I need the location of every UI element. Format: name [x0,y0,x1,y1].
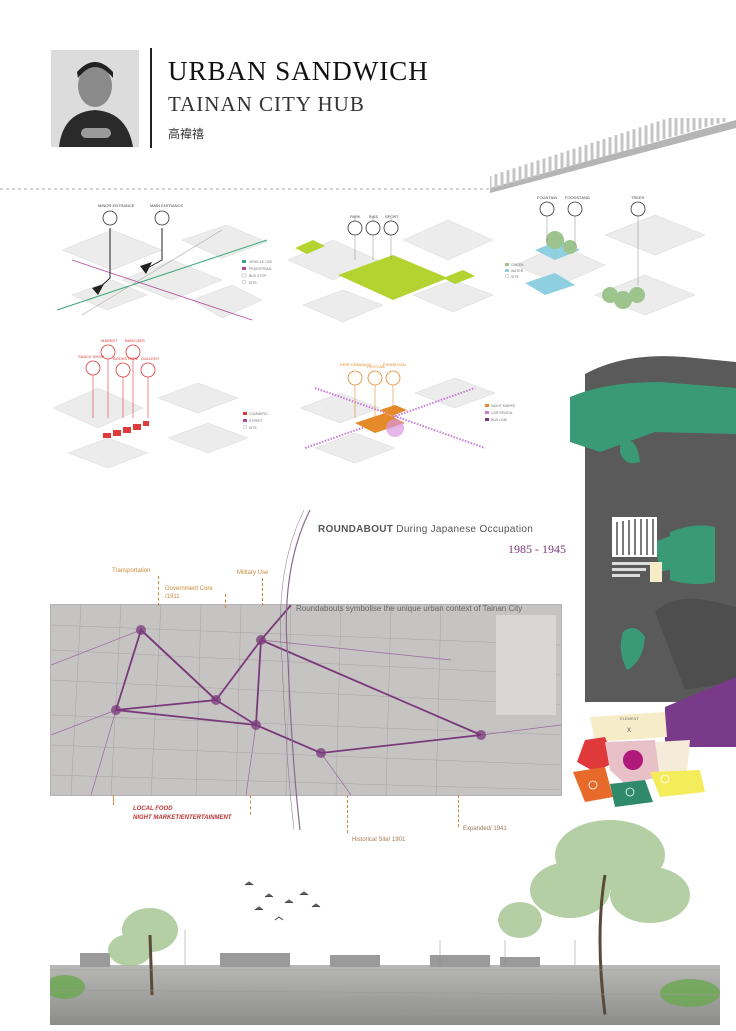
page-subtitle: TAINAN CITY HUB [168,92,365,116]
svg-text:BUS LINE: BUS LINE [491,418,508,422]
svg-text:BUS STOP: BUS STOP [249,274,267,278]
annotation-leader [250,795,251,815]
green-diagram: PARK BIKE SPORT [287,214,494,323]
annotation-military: Military Use [237,570,269,576]
annotation-leader [225,594,226,608]
commercial-diagram: MARKET BAR/CAFE SNACK SHOP BOOKSTORE GALLER… [52,338,268,469]
svg-text:FOODSTAND: FOODSTAND [565,195,590,200]
svg-text:SITE: SITE [249,426,257,430]
header-divider [150,48,152,148]
svg-text:BIKE: BIKE [369,214,378,219]
svg-text:CAR RENTAL: CAR RENTAL [491,411,513,415]
access-diagram: MINOR ENTRANCE MAIN ENTRANCE VEHICLE CIR… [56,203,272,321]
svg-text:GALLERY: GALLERY [141,356,160,361]
annotation-leader [458,795,459,827]
svg-text:COMMERCIAL: COMMERCIAL [249,412,268,416]
diagram-label: MINOR ENTRANCE [98,203,135,208]
annotation-government-year: /1911 [165,594,180,600]
map-subtitle: Roundabouts symbolise the unique urban c… [296,604,523,613]
water-diagram: FOUNTAIN FOODSTAND TREES GREEN WATER SITE [505,195,706,316]
author-portrait [51,50,139,147]
svg-text:EXHIBITION: EXHIBITION [383,362,406,367]
annotation-leader [158,576,159,606]
svg-text:SPORT: SPORT [385,214,399,219]
svg-text:PEDESTRIAN CIRCULATION: PEDESTRIAN CIRCULATION [249,267,272,271]
svg-text:WATER: WATER [511,269,524,273]
diagram-label: MAIN ENTRANCE [150,203,183,208]
svg-text:FESTIVAL: FESTIVAL [367,364,386,369]
section-separator [0,188,500,190]
element-label: ELEMENT [620,716,639,721]
svg-text:TREES: TREES [631,195,645,200]
element-value: X [627,728,631,734]
svg-text:PARK: PARK [350,214,361,219]
svg-text:SITE: SITE [511,275,519,279]
svg-text:BAR/CAFE: BAR/CAFE [125,338,145,343]
annotation-historical: Historical Site/ 1901 [352,837,406,843]
annotation-leader [347,795,348,833]
site-panorama [50,820,720,1025]
highway-line [280,510,311,830]
annotation-government: Government Core [165,586,213,592]
author-name: 高禕禧 [168,127,205,141]
svg-text:STREET: STREET [249,419,264,423]
striped-ramp [490,118,736,193]
annotation-leader [262,578,263,606]
page-title: URBAN SANDWICH [168,56,429,86]
svg-text:BOOKSTORE: BOOKSTORE [113,356,139,361]
side-block-panel: ELEMENT X [570,356,736,807]
annotation-transportation: Transportation [112,568,151,574]
svg-text:NIGHT MARKET: NIGHT MARKET [491,404,515,408]
roundabout-map [50,604,562,796]
map-years: 1985 - 1945 [508,542,566,556]
svg-text:MARKET: MARKET [101,338,118,343]
annotation-leader [113,795,114,805]
svg-text:PERFORMANCE: PERFORMANCE [340,362,371,367]
svg-text:FOUNTAIN: FOUNTAIN [537,195,557,200]
svg-text:VEHICLE CIRCULATION: VEHICLE CIRCULATION [249,260,272,264]
svg-text:SITE: SITE [249,281,257,285]
annotation-local-food: LOCAL FOOD NIGHT MARKET/ENTERTAINMENT [133,806,232,821]
svg-text:SNACK SHOP: SNACK SHOP [78,354,105,359]
annotation-expanded: Expanded/ 1941 [463,826,507,832]
map-caption: ROUNDABOUT During Japanese Occupation [318,524,534,535]
svg-text:GREEN: GREEN [511,263,524,267]
